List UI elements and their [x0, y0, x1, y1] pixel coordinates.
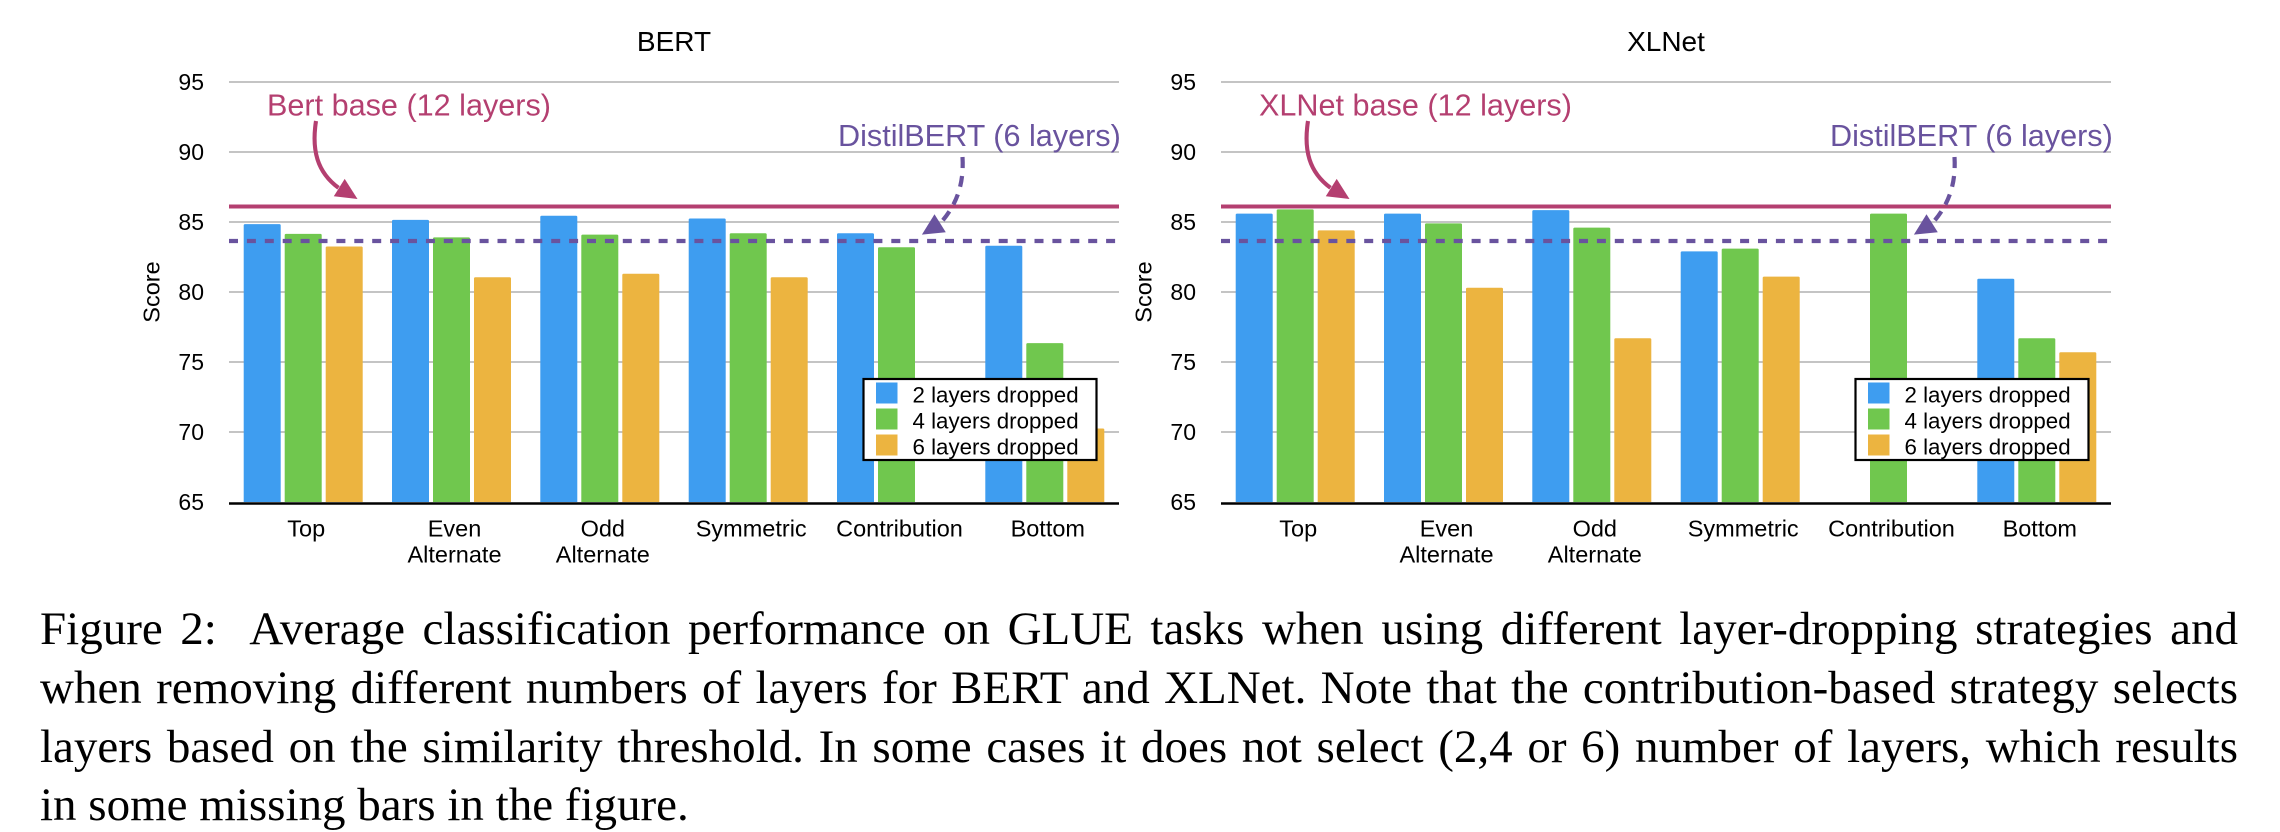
svg-text:Bottom: Bottom — [1011, 516, 1085, 542]
svg-text:XLNet: XLNet — [1627, 26, 1705, 57]
svg-text:2 layers dropped: 2 layers dropped — [1905, 383, 2071, 408]
svg-text:Odd: Odd — [581, 516, 625, 542]
svg-text:95: 95 — [1170, 69, 1196, 95]
svg-text:Alternate: Alternate — [1399, 542, 1493, 568]
svg-text:2 layers dropped: 2 layers dropped — [913, 383, 1079, 408]
svg-text:95: 95 — [178, 69, 204, 95]
svg-text:DistilBERT (6 layers): DistilBERT (6 layers) — [1830, 119, 2113, 153]
svg-text:4 layers dropped: 4 layers dropped — [913, 409, 1079, 434]
svg-text:70: 70 — [178, 419, 204, 445]
svg-text:85: 85 — [178, 209, 204, 235]
svg-text:Odd: Odd — [1573, 516, 1617, 542]
svg-text:Top: Top — [1279, 516, 1317, 542]
svg-text:65: 65 — [178, 489, 204, 515]
svg-text:85: 85 — [1170, 209, 1196, 235]
svg-text:70: 70 — [1170, 419, 1196, 445]
svg-text:Score: Score — [1131, 261, 1157, 322]
svg-text:90: 90 — [178, 139, 204, 165]
svg-text:Contribution: Contribution — [1828, 516, 1955, 542]
svg-text:Alternate: Alternate — [407, 542, 501, 568]
svg-text:Top: Top — [287, 516, 325, 542]
svg-text:XLNet base (12 layers): XLNet base (12 layers) — [1259, 89, 1572, 123]
svg-text:Symmetric: Symmetric — [696, 516, 807, 542]
svg-text:75: 75 — [178, 349, 204, 375]
svg-text:DistilBERT (6 layers): DistilBERT (6 layers) — [838, 119, 1121, 153]
svg-text:Alternate: Alternate — [1548, 542, 1642, 568]
svg-text:Even: Even — [1420, 516, 1474, 542]
svg-text:Alternate: Alternate — [556, 542, 650, 568]
svg-text:6 layers dropped: 6 layers dropped — [913, 435, 1079, 460]
svg-text:Bert base (12 layers): Bert base (12 layers) — [267, 89, 551, 123]
svg-text:BERT: BERT — [637, 26, 711, 57]
svg-text:90: 90 — [1170, 139, 1196, 165]
svg-text:80: 80 — [178, 279, 204, 305]
svg-text:Even: Even — [428, 516, 482, 542]
svg-text:Bottom: Bottom — [2003, 516, 2077, 542]
svg-text:65: 65 — [1170, 489, 1196, 515]
svg-text:75: 75 — [1170, 349, 1196, 375]
svg-text:4 layers dropped: 4 layers dropped — [1905, 409, 2071, 434]
svg-text:Symmetric: Symmetric — [1688, 516, 1799, 542]
svg-text:Contribution: Contribution — [836, 516, 963, 542]
svg-text:6 layers dropped: 6 layers dropped — [1905, 435, 2071, 460]
svg-text:Score: Score — [139, 261, 165, 322]
svg-text:80: 80 — [1170, 279, 1196, 305]
